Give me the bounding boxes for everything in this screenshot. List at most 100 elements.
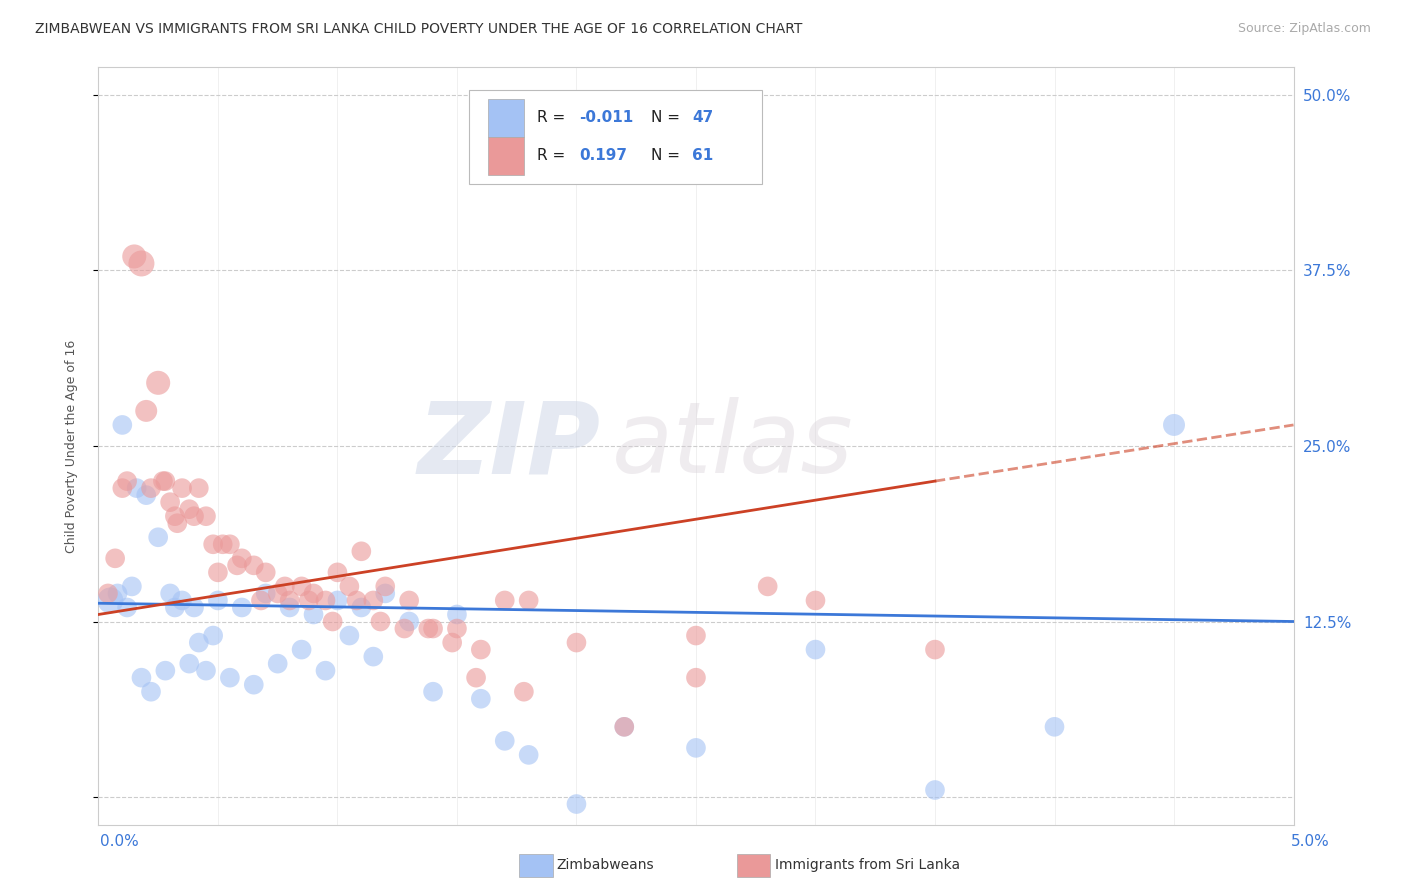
Text: N =: N =: [651, 111, 685, 125]
Point: [254, 566, 277, 580]
Point: [465, 671, 488, 685]
Point: [291, 579, 314, 593]
Point: [339, 579, 361, 593]
Point: [111, 481, 134, 495]
Point: [374, 579, 396, 593]
Point: [346, 593, 368, 607]
Point: [370, 615, 392, 629]
Text: 47: 47: [692, 111, 714, 125]
Point: [422, 684, 444, 698]
Point: [115, 474, 138, 488]
Point: [267, 657, 290, 671]
Point: [243, 678, 266, 692]
Point: [243, 558, 266, 573]
Point: [613, 720, 636, 734]
Point: [131, 256, 153, 270]
Point: [166, 516, 188, 531]
Point: [685, 671, 707, 685]
Point: [613, 720, 636, 734]
Point: [422, 622, 444, 636]
Point: [924, 642, 946, 657]
Text: -0.011: -0.011: [579, 111, 633, 125]
Point: [179, 657, 201, 671]
Point: [172, 593, 194, 607]
Point: [187, 635, 209, 649]
Point: [172, 481, 194, 495]
Point: [1043, 720, 1066, 734]
Point: [363, 649, 385, 664]
Point: [125, 481, 148, 495]
Point: [315, 593, 337, 607]
Text: 5.0%: 5.0%: [1291, 834, 1330, 848]
Point: [148, 376, 170, 390]
Point: [183, 509, 205, 524]
Point: [298, 593, 321, 607]
Point: [278, 600, 301, 615]
Point: [254, 586, 277, 600]
Point: [565, 797, 588, 811]
Point: [494, 593, 516, 607]
Point: [398, 615, 420, 629]
Point: [195, 509, 218, 524]
Point: [104, 551, 127, 566]
Point: [315, 664, 337, 678]
Point: [804, 593, 827, 607]
Text: 0.0%: 0.0%: [100, 834, 139, 848]
Text: atlas: atlas: [613, 398, 853, 494]
Point: [350, 600, 373, 615]
Point: [163, 600, 186, 615]
Point: [470, 642, 492, 657]
Point: [124, 250, 146, 264]
Point: [202, 537, 225, 551]
Point: [446, 622, 468, 636]
Point: [322, 615, 344, 629]
Point: [517, 747, 540, 762]
Point: [207, 566, 229, 580]
Point: [274, 579, 297, 593]
Text: Immigrants from Sri Lanka: Immigrants from Sri Lanka: [775, 858, 960, 872]
Point: [685, 629, 707, 643]
Point: [98, 593, 122, 607]
Point: [446, 607, 468, 622]
Point: [250, 593, 273, 607]
Point: [470, 691, 492, 706]
Point: [494, 734, 516, 748]
Point: [183, 600, 205, 615]
Point: [202, 629, 225, 643]
Text: Zimbabweans: Zimbabweans: [557, 858, 654, 872]
Point: [398, 593, 420, 607]
Point: [179, 502, 201, 516]
FancyBboxPatch shape: [488, 99, 524, 136]
Point: [107, 586, 129, 600]
Point: [226, 558, 249, 573]
Point: [267, 586, 290, 600]
Point: [219, 537, 242, 551]
Point: [195, 664, 218, 678]
Point: [163, 509, 186, 524]
Point: [565, 635, 588, 649]
Point: [394, 622, 416, 636]
Point: [148, 530, 170, 544]
Point: [187, 481, 209, 495]
Point: [139, 684, 162, 698]
Point: [302, 586, 325, 600]
Text: R =: R =: [537, 148, 571, 163]
Point: [517, 593, 540, 607]
Point: [231, 600, 253, 615]
Point: [291, 642, 314, 657]
Point: [363, 593, 385, 607]
Point: [326, 566, 349, 580]
Y-axis label: Child Poverty Under the Age of 16: Child Poverty Under the Age of 16: [65, 339, 77, 553]
Point: [121, 579, 143, 593]
Point: [756, 579, 779, 593]
Point: [1163, 417, 1185, 432]
Point: [97, 586, 120, 600]
Point: [685, 740, 707, 755]
Point: [924, 783, 946, 797]
Text: R =: R =: [537, 111, 571, 125]
Point: [155, 664, 177, 678]
Point: [131, 671, 153, 685]
Text: ZIP: ZIP: [418, 398, 600, 494]
Point: [159, 495, 181, 509]
Point: [135, 404, 157, 418]
